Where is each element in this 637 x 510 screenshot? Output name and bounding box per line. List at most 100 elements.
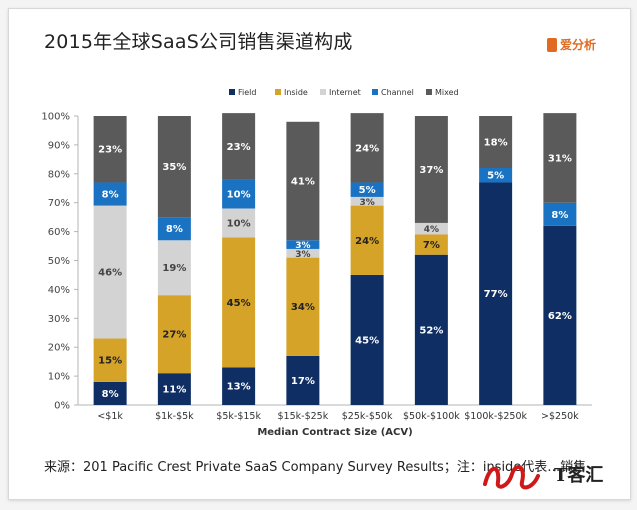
- x-tick-label: <$1k: [97, 411, 123, 422]
- legend-swatch: [372, 89, 378, 95]
- y-tick-label: 0%: [54, 401, 70, 412]
- bar-value-label: 35%: [162, 162, 186, 173]
- bar-segment: [350, 113, 384, 183]
- bar-value-label: 17%: [291, 376, 315, 387]
- y-tick-label: 90%: [48, 140, 70, 151]
- bar-value-label: 8%: [166, 224, 183, 235]
- bar-segment: [222, 367, 256, 405]
- bar-value-label: 8%: [551, 210, 568, 221]
- bar-segment: [93, 381, 127, 405]
- watermark-text: T客汇: [554, 465, 604, 486]
- bar-value-label: 11%: [162, 385, 186, 396]
- x-tick-label: $25k-$50k: [342, 411, 393, 422]
- bar-value-label: 15%: [98, 356, 122, 367]
- bar-segment: [286, 355, 320, 405]
- bar-segment: [286, 248, 320, 258]
- x-tick-label: >$250k: [541, 411, 579, 422]
- legend-label: Inside: [284, 88, 308, 97]
- bar-segment: [222, 237, 256, 368]
- bar-segment: [286, 240, 320, 249]
- bar-segment: [157, 295, 191, 374]
- bar-value-label: 46%: [98, 268, 122, 279]
- bar-segment: [93, 116, 127, 183]
- bar-segment: [286, 121, 320, 241]
- bar-value-label: 52%: [419, 325, 443, 336]
- y-tick-label: 50%: [48, 256, 70, 267]
- bar-value-label: 23%: [98, 145, 122, 156]
- bar-value-label: 7%: [423, 240, 440, 251]
- bar-value-label: 8%: [102, 190, 119, 201]
- bar-segment: [157, 217, 191, 241]
- y-tick-label: 20%: [48, 343, 70, 354]
- bar-value-label: 3%: [359, 198, 374, 208]
- legend-swatch: [426, 89, 432, 95]
- bar-value-label: 24%: [355, 143, 379, 154]
- watermark: T客汇: [480, 454, 603, 494]
- bar-value-label: 5%: [487, 171, 504, 182]
- brand-logo: 爱分析: [547, 36, 596, 53]
- source-footnote: 来源：201 Pacific Crest Private SaaS Compan…: [44, 460, 587, 475]
- bar-segment: [93, 205, 127, 339]
- bar-segment: [414, 116, 448, 223]
- y-tick-label: 60%: [48, 227, 70, 238]
- bar-segment: [414, 254, 448, 405]
- bar-segment: [350, 196, 384, 206]
- bar-segment: [543, 202, 577, 226]
- x-tick-label: $100k-$250k: [464, 411, 527, 422]
- bar-segment: [222, 179, 256, 209]
- bar-value-label: 37%: [419, 165, 443, 176]
- bar-segment: [414, 234, 448, 255]
- bar-value-label: 19%: [162, 263, 186, 274]
- bar-segment: [222, 208, 256, 238]
- bar-value-label: 23%: [227, 142, 251, 153]
- bar-segment: [350, 274, 384, 405]
- bar-value-label: 24%: [355, 236, 379, 247]
- bar-value-label: 8%: [102, 389, 119, 400]
- bar-segment: [479, 182, 513, 405]
- bar-segment: [93, 182, 127, 206]
- chart-title: 2015年全球SaaS公司销售渠道构成: [44, 31, 353, 53]
- bar-segment: [93, 338, 127, 382]
- bar-segment: [157, 373, 191, 405]
- bar-segment: [157, 116, 191, 218]
- y-tick-label: 100%: [41, 112, 70, 123]
- bar-value-label: 3%: [295, 250, 310, 260]
- x-axis-title: Median Contract Size (ACV): [257, 427, 412, 438]
- bar-value-label: 10%: [227, 190, 251, 201]
- bar-value-label: 3%: [295, 241, 310, 251]
- x-tick-label: $15k-$25k: [278, 411, 329, 422]
- legend-label: Channel: [381, 88, 414, 97]
- bar-value-label: 4%: [424, 225, 439, 235]
- bar-value-label: 45%: [227, 298, 251, 309]
- bar-segment: [157, 240, 191, 296]
- bar-value-label: 27%: [162, 330, 186, 341]
- watermark-logo-icon: [483, 465, 540, 490]
- y-tick-label: 70%: [48, 198, 70, 209]
- bar-value-label: 45%: [355, 335, 379, 346]
- legend-label: Internet: [329, 88, 361, 97]
- y-tick-label: 10%: [48, 372, 70, 383]
- legend-label: Mixed: [435, 88, 459, 97]
- bar-value-label: 13%: [227, 382, 251, 393]
- logo-text: 爱分析: [560, 38, 597, 52]
- bar-segment: [222, 113, 256, 180]
- bar-value-label: 31%: [548, 153, 572, 164]
- bar-value-label: 18%: [484, 138, 508, 149]
- legend-label: Field: [238, 88, 256, 97]
- bar-value-label: 41%: [291, 177, 315, 188]
- x-tick-label: $5k-$15k: [216, 411, 261, 422]
- legend-swatch: [320, 89, 326, 95]
- bar-segment: [479, 168, 513, 183]
- bar-segment: [350, 182, 384, 197]
- y-tick-label: 80%: [48, 169, 70, 180]
- bar-segment: [350, 205, 384, 275]
- legend-swatch: [275, 89, 281, 95]
- legend-swatch: [229, 89, 235, 95]
- logo-mark-icon: [547, 37, 557, 52]
- bar-value-label: 34%: [291, 302, 315, 313]
- bar-value-label: 77%: [484, 289, 508, 300]
- bar-segment: [414, 222, 448, 235]
- bar-value-label: 5%: [359, 185, 376, 196]
